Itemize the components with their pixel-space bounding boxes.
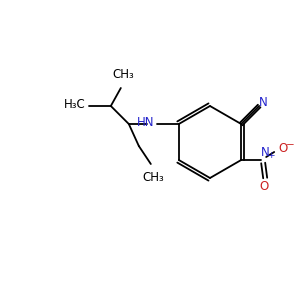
Text: −: − — [286, 140, 295, 150]
Text: CH₃: CH₃ — [112, 68, 134, 81]
Text: O: O — [260, 179, 269, 193]
Text: O: O — [278, 142, 287, 155]
Text: CH₃: CH₃ — [142, 171, 164, 184]
Text: N: N — [259, 95, 268, 109]
Text: HN: HN — [137, 116, 155, 128]
Text: +: + — [267, 151, 275, 160]
Text: N: N — [261, 146, 270, 159]
Text: H₃C: H₃C — [64, 98, 86, 112]
